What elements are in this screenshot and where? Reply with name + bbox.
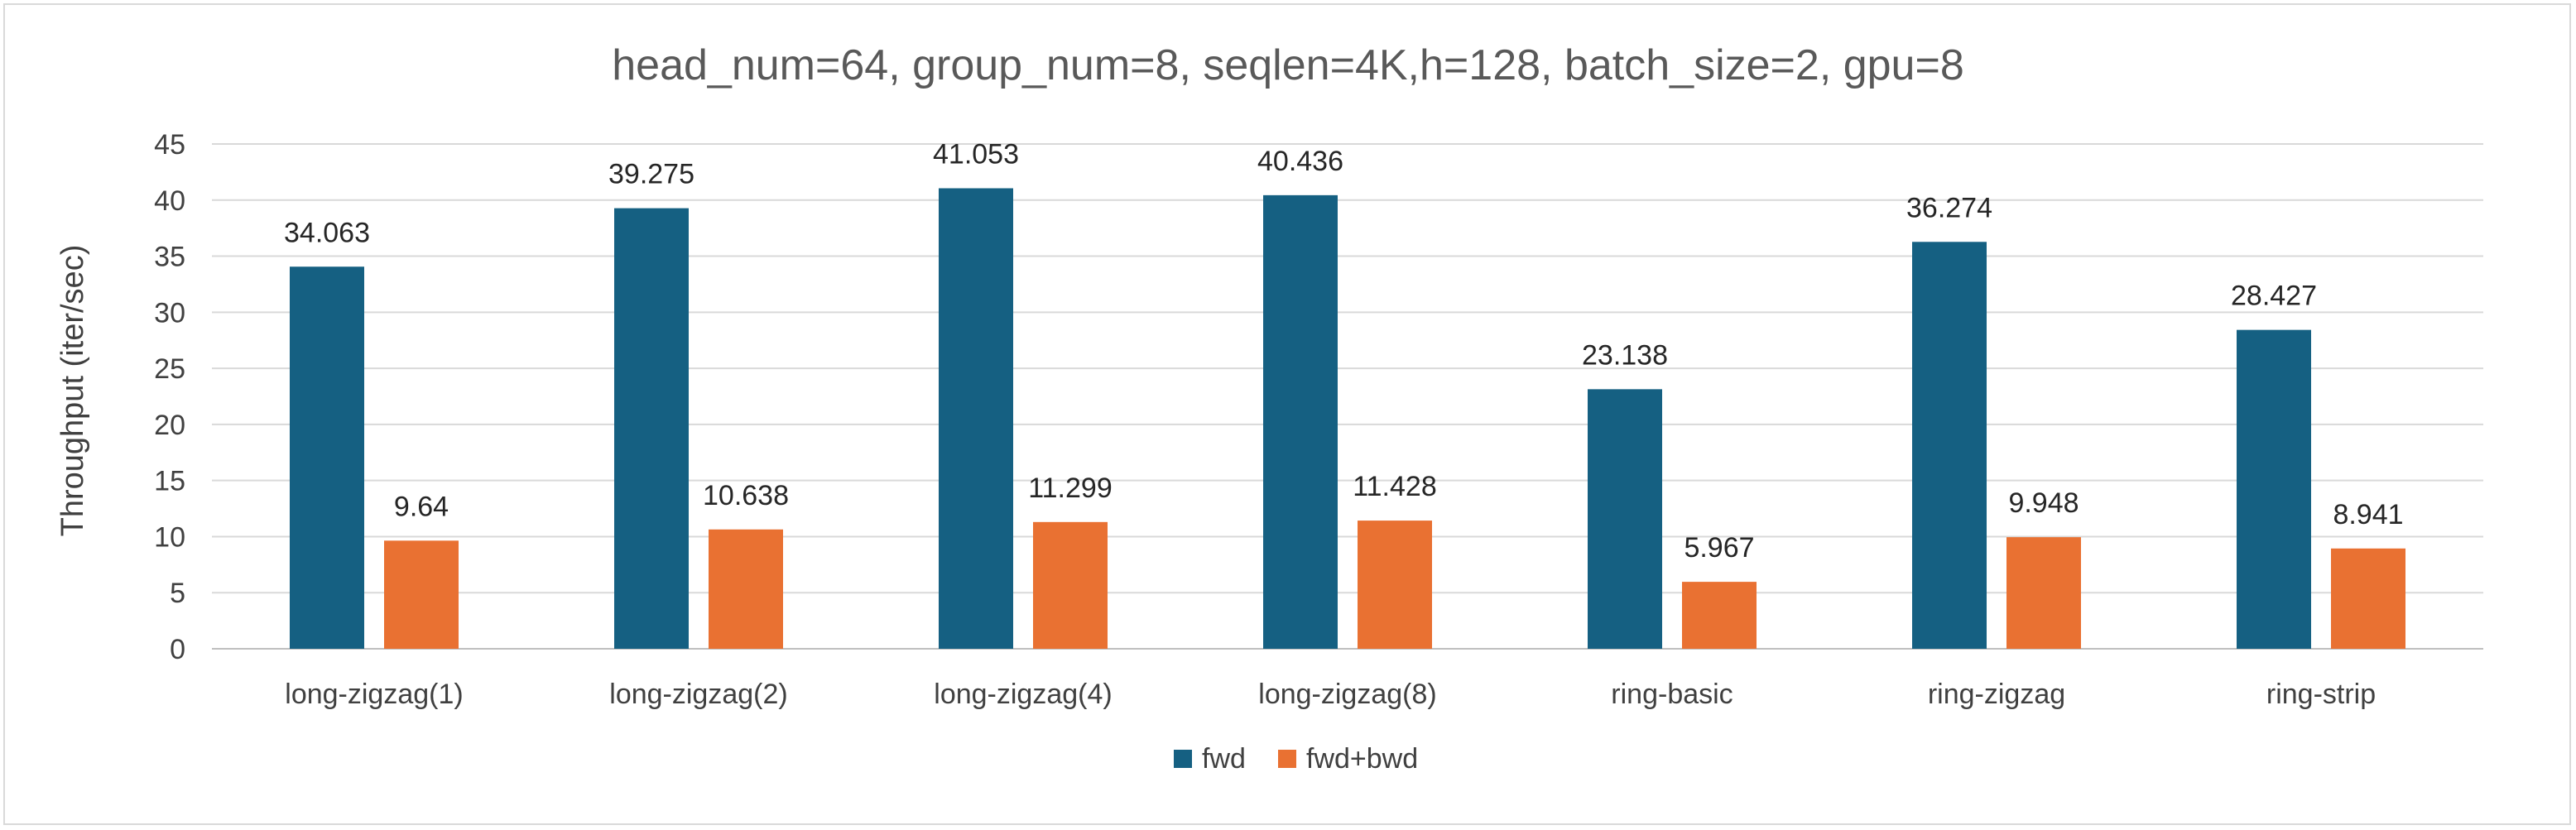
y-tick-label: 0	[170, 634, 185, 665]
data-label: 39.275	[608, 159, 694, 190]
data-label: 23.138	[1582, 339, 1668, 371]
data-label: 34.063	[284, 217, 370, 248]
category-labels: long-zigzag(1) long-zigzag(2) long-zigzag(…	[285, 679, 2376, 710]
gridlines	[212, 143, 2483, 650]
y-tick-label: 15	[154, 466, 185, 497]
bar-fwd	[1263, 194, 1338, 649]
legend-swatch	[1174, 750, 1192, 768]
bars	[290, 188, 2405, 649]
legend-swatch	[1278, 750, 1296, 768]
y-tick-label: 25	[154, 353, 185, 385]
data-label: 40.436	[1257, 146, 1343, 177]
legend-label: fwd+bwd	[1306, 743, 1418, 775]
y-tick-label: 40	[154, 185, 185, 217]
y-tick-label: 10	[154, 521, 185, 553]
category-label: long-zigzag(4)	[934, 679, 1112, 710]
data-label: 11.428	[1353, 471, 1436, 502]
data-label: 9.948	[2008, 487, 2079, 519]
y-tick-labels: 0 5 10 15 20 25 30 35 40 45	[154, 129, 185, 665]
category-label: long-zigzag(1)	[285, 679, 463, 710]
category-label: long-zigzag(2)	[609, 679, 787, 710]
chart-title: head_num=64, group_num=8, seqlen=4K,h=12…	[612, 41, 1964, 89]
bar-fwd-bwd	[1358, 521, 1432, 649]
data-labels: 34.063 9.64 39.275 10.638 41.053 11.299 40.436…	[284, 139, 2404, 564]
data-label: 36.274	[1906, 192, 1992, 223]
y-tick-label: 5	[170, 578, 185, 609]
legend-label: fwd	[1202, 743, 1246, 775]
data-label: 5.967	[1684, 532, 1754, 564]
bar-fwd	[1588, 389, 1662, 649]
data-label: 10.638	[703, 480, 789, 511]
category-label: ring-zigzag	[1928, 679, 2065, 710]
data-label: 28.427	[2231, 281, 2317, 312]
bar-fwd-bwd	[1682, 582, 1757, 649]
bar-fwd	[2237, 329, 2311, 649]
bar-fwd	[614, 208, 689, 649]
bar-fwd	[290, 266, 364, 649]
data-label: 41.053	[933, 139, 1019, 170]
legend: fwd fwd+bwd	[1174, 743, 1418, 775]
y-tick-label: 45	[154, 129, 185, 161]
y-axis-label: Throughput (iter/sec)	[55, 245, 90, 537]
data-label: 8.941	[2333, 499, 2403, 530]
bar-fwd-bwd	[2006, 537, 2081, 649]
data-label: 9.64	[394, 491, 449, 522]
category-label: long-zigzag(8)	[1258, 679, 1436, 710]
category-label: ring-strip	[2266, 679, 2376, 710]
bar-fwd	[1912, 242, 1987, 649]
y-tick-label: 30	[154, 297, 185, 329]
data-label: 11.299	[1028, 473, 1112, 504]
category-label: ring-basic	[1611, 679, 1733, 710]
y-tick-label: 20	[154, 410, 185, 441]
bar-fwd-bwd	[1033, 521, 1108, 649]
bar-fwd-bwd	[384, 540, 459, 649]
bar-fwd-bwd	[2331, 548, 2405, 649]
bar-fwd-bwd	[709, 529, 783, 649]
bar-fwd	[939, 188, 1013, 649]
y-tick-label: 35	[154, 242, 185, 273]
